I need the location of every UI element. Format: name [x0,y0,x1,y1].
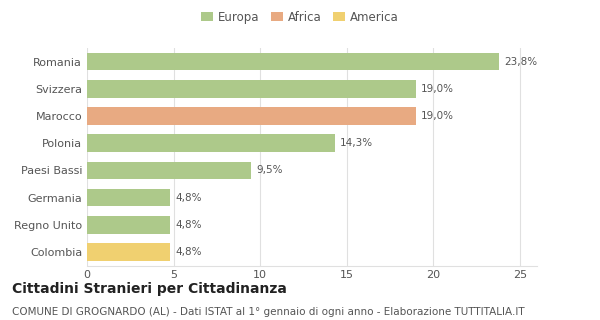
Bar [87,243,170,261]
Text: 19,0%: 19,0% [421,84,454,94]
Text: 4,8%: 4,8% [175,193,202,203]
Text: 19,0%: 19,0% [421,111,454,121]
Text: 23,8%: 23,8% [504,57,537,67]
Bar [87,107,416,125]
Bar [87,134,335,152]
Bar [87,216,170,234]
Text: 14,3%: 14,3% [340,138,373,148]
Text: 9,5%: 9,5% [257,165,283,175]
Text: Cittadini Stranieri per Cittadinanza: Cittadini Stranieri per Cittadinanza [12,282,287,296]
Bar [87,189,170,206]
Bar [87,162,251,179]
Text: 4,8%: 4,8% [175,220,202,230]
Legend: Europa, Africa, America: Europa, Africa, America [197,6,403,28]
Text: 4,8%: 4,8% [175,247,202,257]
Bar [87,53,499,70]
Bar [87,80,416,98]
Text: COMUNE DI GROGNARDO (AL) - Dati ISTAT al 1° gennaio di ogni anno - Elaborazione : COMUNE DI GROGNARDO (AL) - Dati ISTAT al… [12,307,524,317]
